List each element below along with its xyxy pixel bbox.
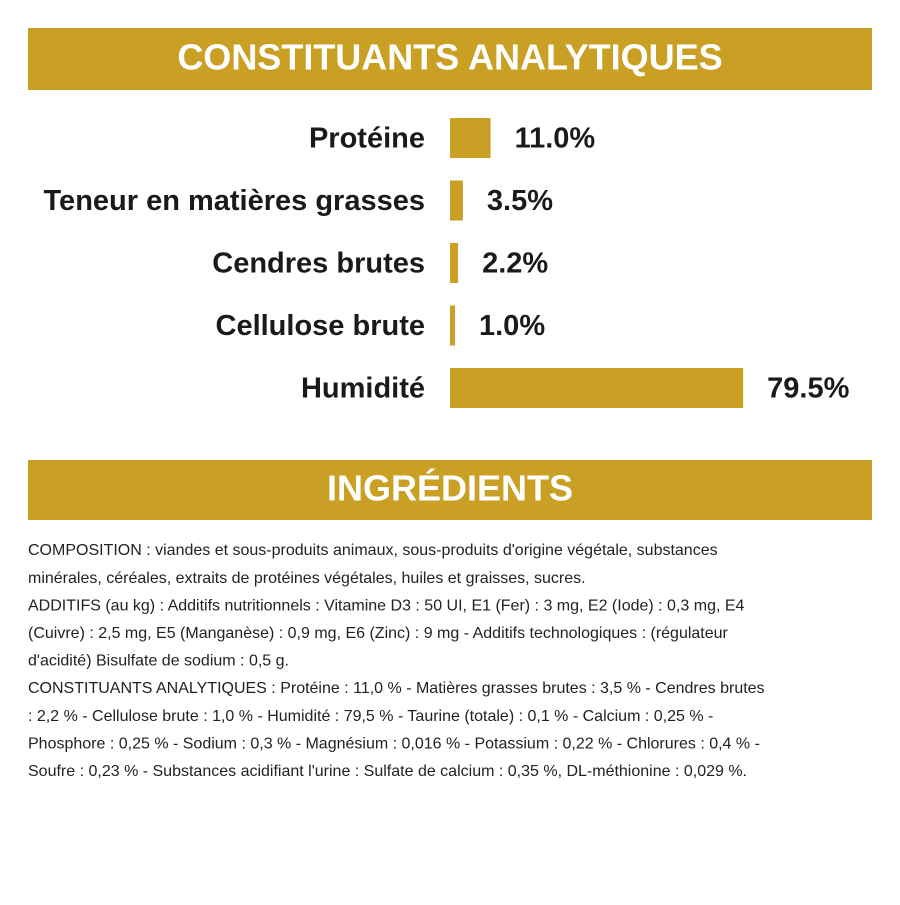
- value-label: 79.5%: [767, 373, 849, 405]
- ingredient-line: Phosphore : 0,25 % - Sodium : 0,3 % - Ma…: [28, 735, 760, 752]
- ingredient-line: Soufre : 0,23 % - Substances acidifiant …: [28, 763, 747, 780]
- ingredient-line: ADDITIFS (au kg) : Additifs nutritionnel…: [28, 597, 745, 614]
- category-label: Protéine: [309, 123, 425, 155]
- bar: [450, 180, 463, 221]
- header-band: [28, 460, 872, 520]
- value-label: 11.0%: [515, 123, 596, 155]
- ingredient-line: (Cuivre) : 2,5 mg, E5 (Manganèse) : 0,9 …: [28, 625, 729, 642]
- chart-title: CONSTITUANTS ANALYTIQUES: [177, 37, 722, 78]
- value-label: 1.0%: [479, 310, 545, 342]
- ingredient-line: : 2,2 % - Cellulose brute : 1,0 % - Humi…: [28, 708, 713, 725]
- bar: [450, 243, 459, 283]
- category-label: Humidité: [301, 373, 425, 405]
- category-label: Cellulose brute: [216, 310, 426, 342]
- bar: [450, 305, 455, 346]
- ingredient-line: d'acidité) Bisulfate de sodium : 0,5 g.: [28, 653, 289, 670]
- value-label: 3.5%: [487, 185, 553, 217]
- header-band: [28, 28, 872, 90]
- bar: [450, 118, 491, 158]
- category-label: Teneur en matières grasses: [44, 185, 426, 217]
- ingredient-line: minérales, céréales, extraits de protéin…: [28, 570, 586, 587]
- ingredient-line: COMPOSITION : viandes et sous-produits a…: [28, 542, 718, 559]
- bar: [450, 368, 744, 408]
- category-label: Cendres brutes: [212, 248, 425, 280]
- section-title: INGRÉDIENTS: [327, 468, 573, 509]
- value-label: 2.2%: [482, 248, 548, 280]
- ingredient-line: CONSTITUANTS ANALYTIQUES : Protéine : 11…: [28, 680, 765, 697]
